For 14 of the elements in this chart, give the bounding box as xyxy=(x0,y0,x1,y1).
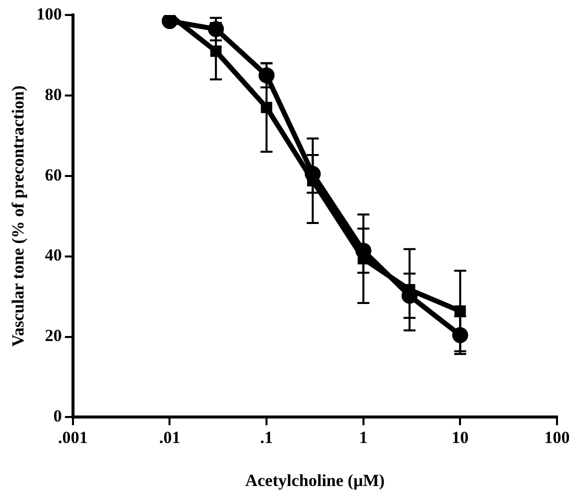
y-tick-label: 60 xyxy=(44,165,62,184)
x-axis-title: Acetylcholine (μM) xyxy=(245,471,385,490)
x-tick-label: .1 xyxy=(260,428,273,447)
y-tick-label: 80 xyxy=(44,84,62,104)
y-axis-title: Vascular tone (% of precontraction) xyxy=(8,85,28,347)
x-tick-label: .001 xyxy=(58,428,88,447)
x-tick-label: 100 xyxy=(544,428,570,447)
x-tick-label: 1 xyxy=(359,428,368,447)
y-tick-label: 0 xyxy=(53,406,62,426)
y-tick-label: 100 xyxy=(36,4,62,24)
y-tick-label: 20 xyxy=(44,326,62,346)
x-tick-label: 10 xyxy=(452,428,469,447)
y-tick-label: 40 xyxy=(44,246,62,265)
x-tick-label: .01 xyxy=(159,428,180,447)
